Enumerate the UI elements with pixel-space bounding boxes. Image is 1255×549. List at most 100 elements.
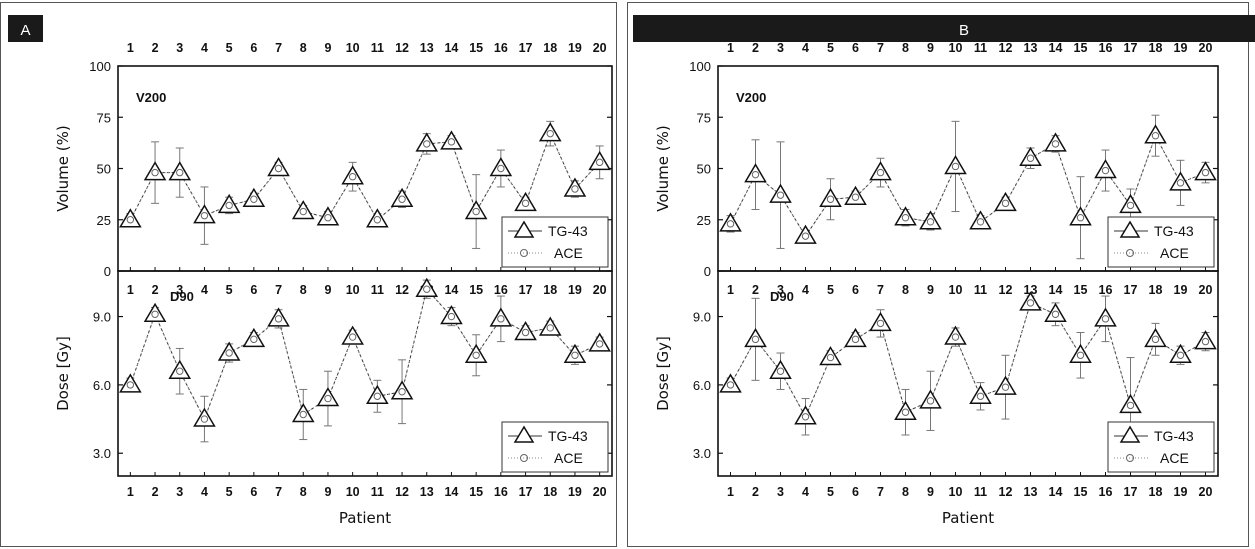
x-tick-label-top: 13 [1024,41,1038,55]
x-tick-label-top: 4 [201,41,208,55]
x-tick-label-bottom: 20 [1199,485,1213,499]
point-ace [126,216,135,224]
x-tick-label-bottom: 12 [395,485,409,499]
legend: TG-43 ACE [1107,216,1215,268]
point-ace [200,415,209,423]
x-tick-label-middle: 3 [176,283,183,297]
point-tg43 [1044,132,1067,152]
y-tick-label: 75 [97,110,111,125]
x-tick-label-top: 18 [543,41,557,55]
point-ace [1026,154,1035,162]
point-tg43 [769,183,792,203]
point-tg43 [464,343,488,364]
point-ace [1101,166,1110,175]
x-tick-label-bottom: 14 [1049,485,1063,499]
point-ace [876,168,885,177]
point-tg43 [464,200,488,220]
point-ace [851,193,860,201]
point-tg43 [316,206,340,226]
y-tick-label: 9.0 [93,310,111,325]
x-tick-label-bottom: 2 [752,485,759,499]
point-ace [250,195,258,203]
point-tg43 [563,177,587,197]
x-tick-label-bottom: 15 [1074,485,1088,499]
legend-marker-tg43 [1119,425,1141,443]
legend-marker-ace [520,454,528,462]
point-tg43 [291,403,315,423]
point-tg43 [969,384,992,405]
x-tick-label-bottom: 6 [250,485,257,499]
point-ace [373,392,382,400]
point-tg43 [844,185,867,205]
x-tick-label-bottom: 1 [127,485,134,499]
point-ace [751,335,760,344]
point-ace [1051,140,1060,148]
point-ace [398,388,406,396]
y-axis-title: Volume (%) [654,125,672,212]
subplot-annotation: D90 [170,289,194,304]
x-tick-label-bottom: 4 [802,485,809,499]
point-ace [299,410,307,419]
point-tg43 [588,150,611,171]
x-tick-label-top: 20 [1199,41,1213,55]
point-tg43 [1094,307,1117,327]
legend: TG-43 ACE [501,421,609,473]
x-tick-label-middle: 13 [1024,283,1038,297]
x-tick-label-top: 5 [827,41,834,55]
x-axis-title: Patient [942,509,994,527]
point-ace [571,351,579,359]
x-tick-label-bottom: 18 [543,485,557,499]
legend: TG-43 ACE [1107,421,1215,473]
x-tick-label-bottom: 7 [275,485,282,499]
x-tick-label-top: 7 [877,41,884,55]
point-ace [826,195,835,203]
point-ace [1001,199,1010,208]
x-tick-label-middle: 20 [1199,283,1213,297]
point-ace [1126,201,1135,210]
point-tg43 [719,373,742,393]
x-tick-label-top: 17 [1124,41,1138,55]
x-tick-label-bottom: 3 [777,485,784,499]
x-tick-label-bottom: 8 [300,485,307,499]
point-tg43 [489,307,513,327]
x-tick-label-top: 16 [494,41,508,55]
x-tick-label-bottom: 9 [927,485,934,499]
x-tick-label-middle: 1 [727,283,734,297]
point-ace [472,207,480,216]
series-line-ace [730,134,1206,237]
x-tick-label-top: 1 [727,41,734,55]
x-tick-label-top: 3 [176,41,183,55]
point-ace [274,315,283,323]
y-tick-label: 100 [689,59,711,74]
x-tick-label-middle: 17 [519,283,533,297]
x-tick-label-top: 12 [395,41,409,55]
point-ace [176,367,184,375]
point-ace [373,216,382,224]
x-tick-label-bottom: 10 [949,485,963,499]
point-tg43 [390,380,414,400]
point-ace [901,408,910,416]
x-tick-label-top: 2 [152,41,159,55]
point-ace [751,170,760,179]
point-ace [250,335,258,344]
point-tg43 [719,212,742,232]
x-tick-label-top: 10 [346,41,360,55]
point-tg43 [744,327,767,348]
point-ace [726,220,735,228]
legend-box [1107,216,1215,268]
y-tick-label: 3.0 [693,446,711,461]
point-tg43 [869,161,892,181]
legend-label-tg43: TG-43 [548,428,588,444]
subplot-annotation: V200 [136,90,166,105]
x-tick-label-top: 6 [852,41,859,55]
x-tick-label-bottom: 7 [877,485,884,499]
legend-marker-tg43 [1119,220,1141,238]
point-tg43 [119,373,142,393]
x-tick-label-bottom: 17 [519,485,533,499]
x-tick-label-middle: 4 [802,283,809,297]
x-tick-label-middle: 2 [152,283,159,297]
x-tick-label-middle: 6 [852,283,859,297]
point-ace [225,349,233,357]
point-ace [447,138,456,146]
